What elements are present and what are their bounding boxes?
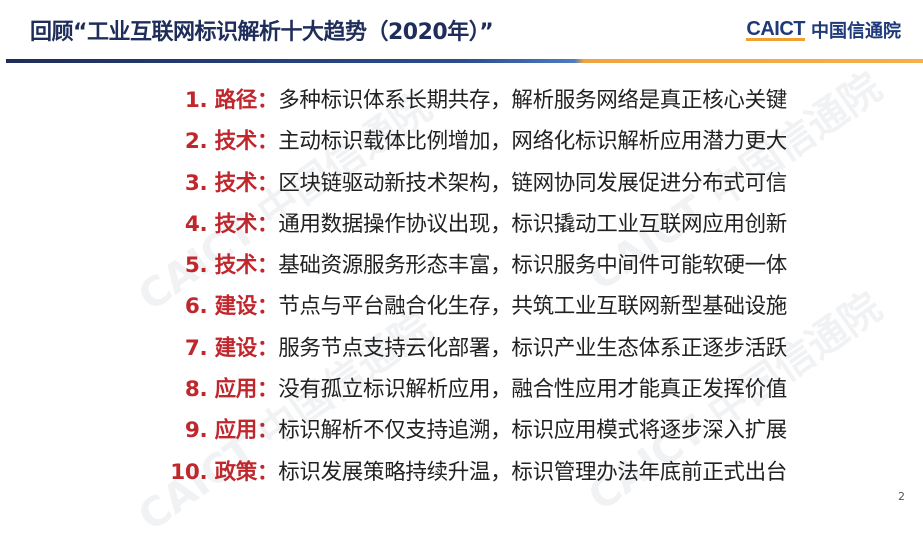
list-item: 3. 技术：区块链驱动新技术架构，链网协同发展促进分布式可信 <box>170 167 787 208</box>
caict-logo: CAICT 中国信通院 <box>746 17 901 43</box>
list-item: 6. 建设：节点与平台融合化生存，共筑工业互联网新型基础设施 <box>170 290 787 331</box>
item-tag: 7. 建设： <box>184 335 279 361</box>
list-item: 2. 技术：主动标识载体比例增加，网络化标识解析应用潜力更大 <box>170 125 787 166</box>
item-text: 基础资源服务形态丰富，标识服务中间件可能软硬一体 <box>278 253 787 279</box>
item-tag: 6. 建设： <box>184 294 279 320</box>
logo-cn: 中国信通院 <box>811 21 901 42</box>
list-item: 4. 技术：通用数据操作协议出现，标识撬动工业互联网应用创新 <box>170 208 787 249</box>
list-item: 5. 技术：基础资源服务形态丰富，标识服务中间件可能软硬一体 <box>170 249 787 290</box>
list-item: 10. 政策：标识发展策略持续升温，标识管理办法年底前正式出台 <box>170 456 787 497</box>
item-tag: 1. 路径： <box>184 88 279 113</box>
item-text: 节点与平台融合化生存，共筑工业互联网新型基础设施 <box>278 294 787 320</box>
list-item: 7. 建设：服务节点支持云化部署，标识产业生态体系正逐步活跃 <box>170 332 787 373</box>
item-text: 主动标识载体比例增加，网络化标识解析应用潜力更大 <box>278 129 787 155</box>
item-text: 没有孤立标识解析应用，融合性应用才能真正发挥价值 <box>278 377 787 403</box>
item-tag: 8. 应用： <box>184 377 279 403</box>
page-number: 2 <box>898 490 905 503</box>
slide-title: 回顾“工业互联网标识解析十大趋势（2020年）” <box>30 20 494 45</box>
item-tag: 5. 技术： <box>184 253 279 279</box>
item-tag: 4. 技术： <box>184 211 279 237</box>
item-text: 服务节点支持云化部署，标识产业生态体系正逐步活跃 <box>278 335 787 361</box>
trend-list: 1. 路径：多种标识体系长期共存，解析服务网络是真正核心关键 2. 技术：主动标识… <box>170 84 787 497</box>
list-item: 9. 应用：标识解析不仅支持追溯，标识应用模式将逐步深入扩展 <box>170 414 787 455</box>
item-text: 标识解析不仅支持追溯，标识应用模式将逐步深入扩展 <box>278 418 787 444</box>
item-tag: 2. 技术： <box>184 129 279 155</box>
item-tag: 3. 技术： <box>184 170 279 196</box>
item-text: 通用数据操作协议出现，标识撬动工业互联网应用创新 <box>278 211 787 237</box>
header-divider <box>6 59 923 63</box>
item-tag: 9. 应用： <box>184 418 279 444</box>
list-item: 8. 应用：没有孤立标识解析应用，融合性应用才能真正发挥价值 <box>170 373 787 414</box>
item-tag: 10. 政策： <box>170 459 279 485</box>
list-item: 1. 路径：多种标识体系长期共存，解析服务网络是真正核心关键 <box>170 84 787 125</box>
item-text: 多种标识体系长期共存，解析服务网络是真正核心关键 <box>278 88 787 113</box>
logo-en: CAICT <box>746 17 805 41</box>
item-text: 标识发展策略持续升温，标识管理办法年底前正式出台 <box>278 459 787 485</box>
item-text: 区块链驱动新技术架构，链网协同发展促进分布式可信 <box>278 170 787 196</box>
